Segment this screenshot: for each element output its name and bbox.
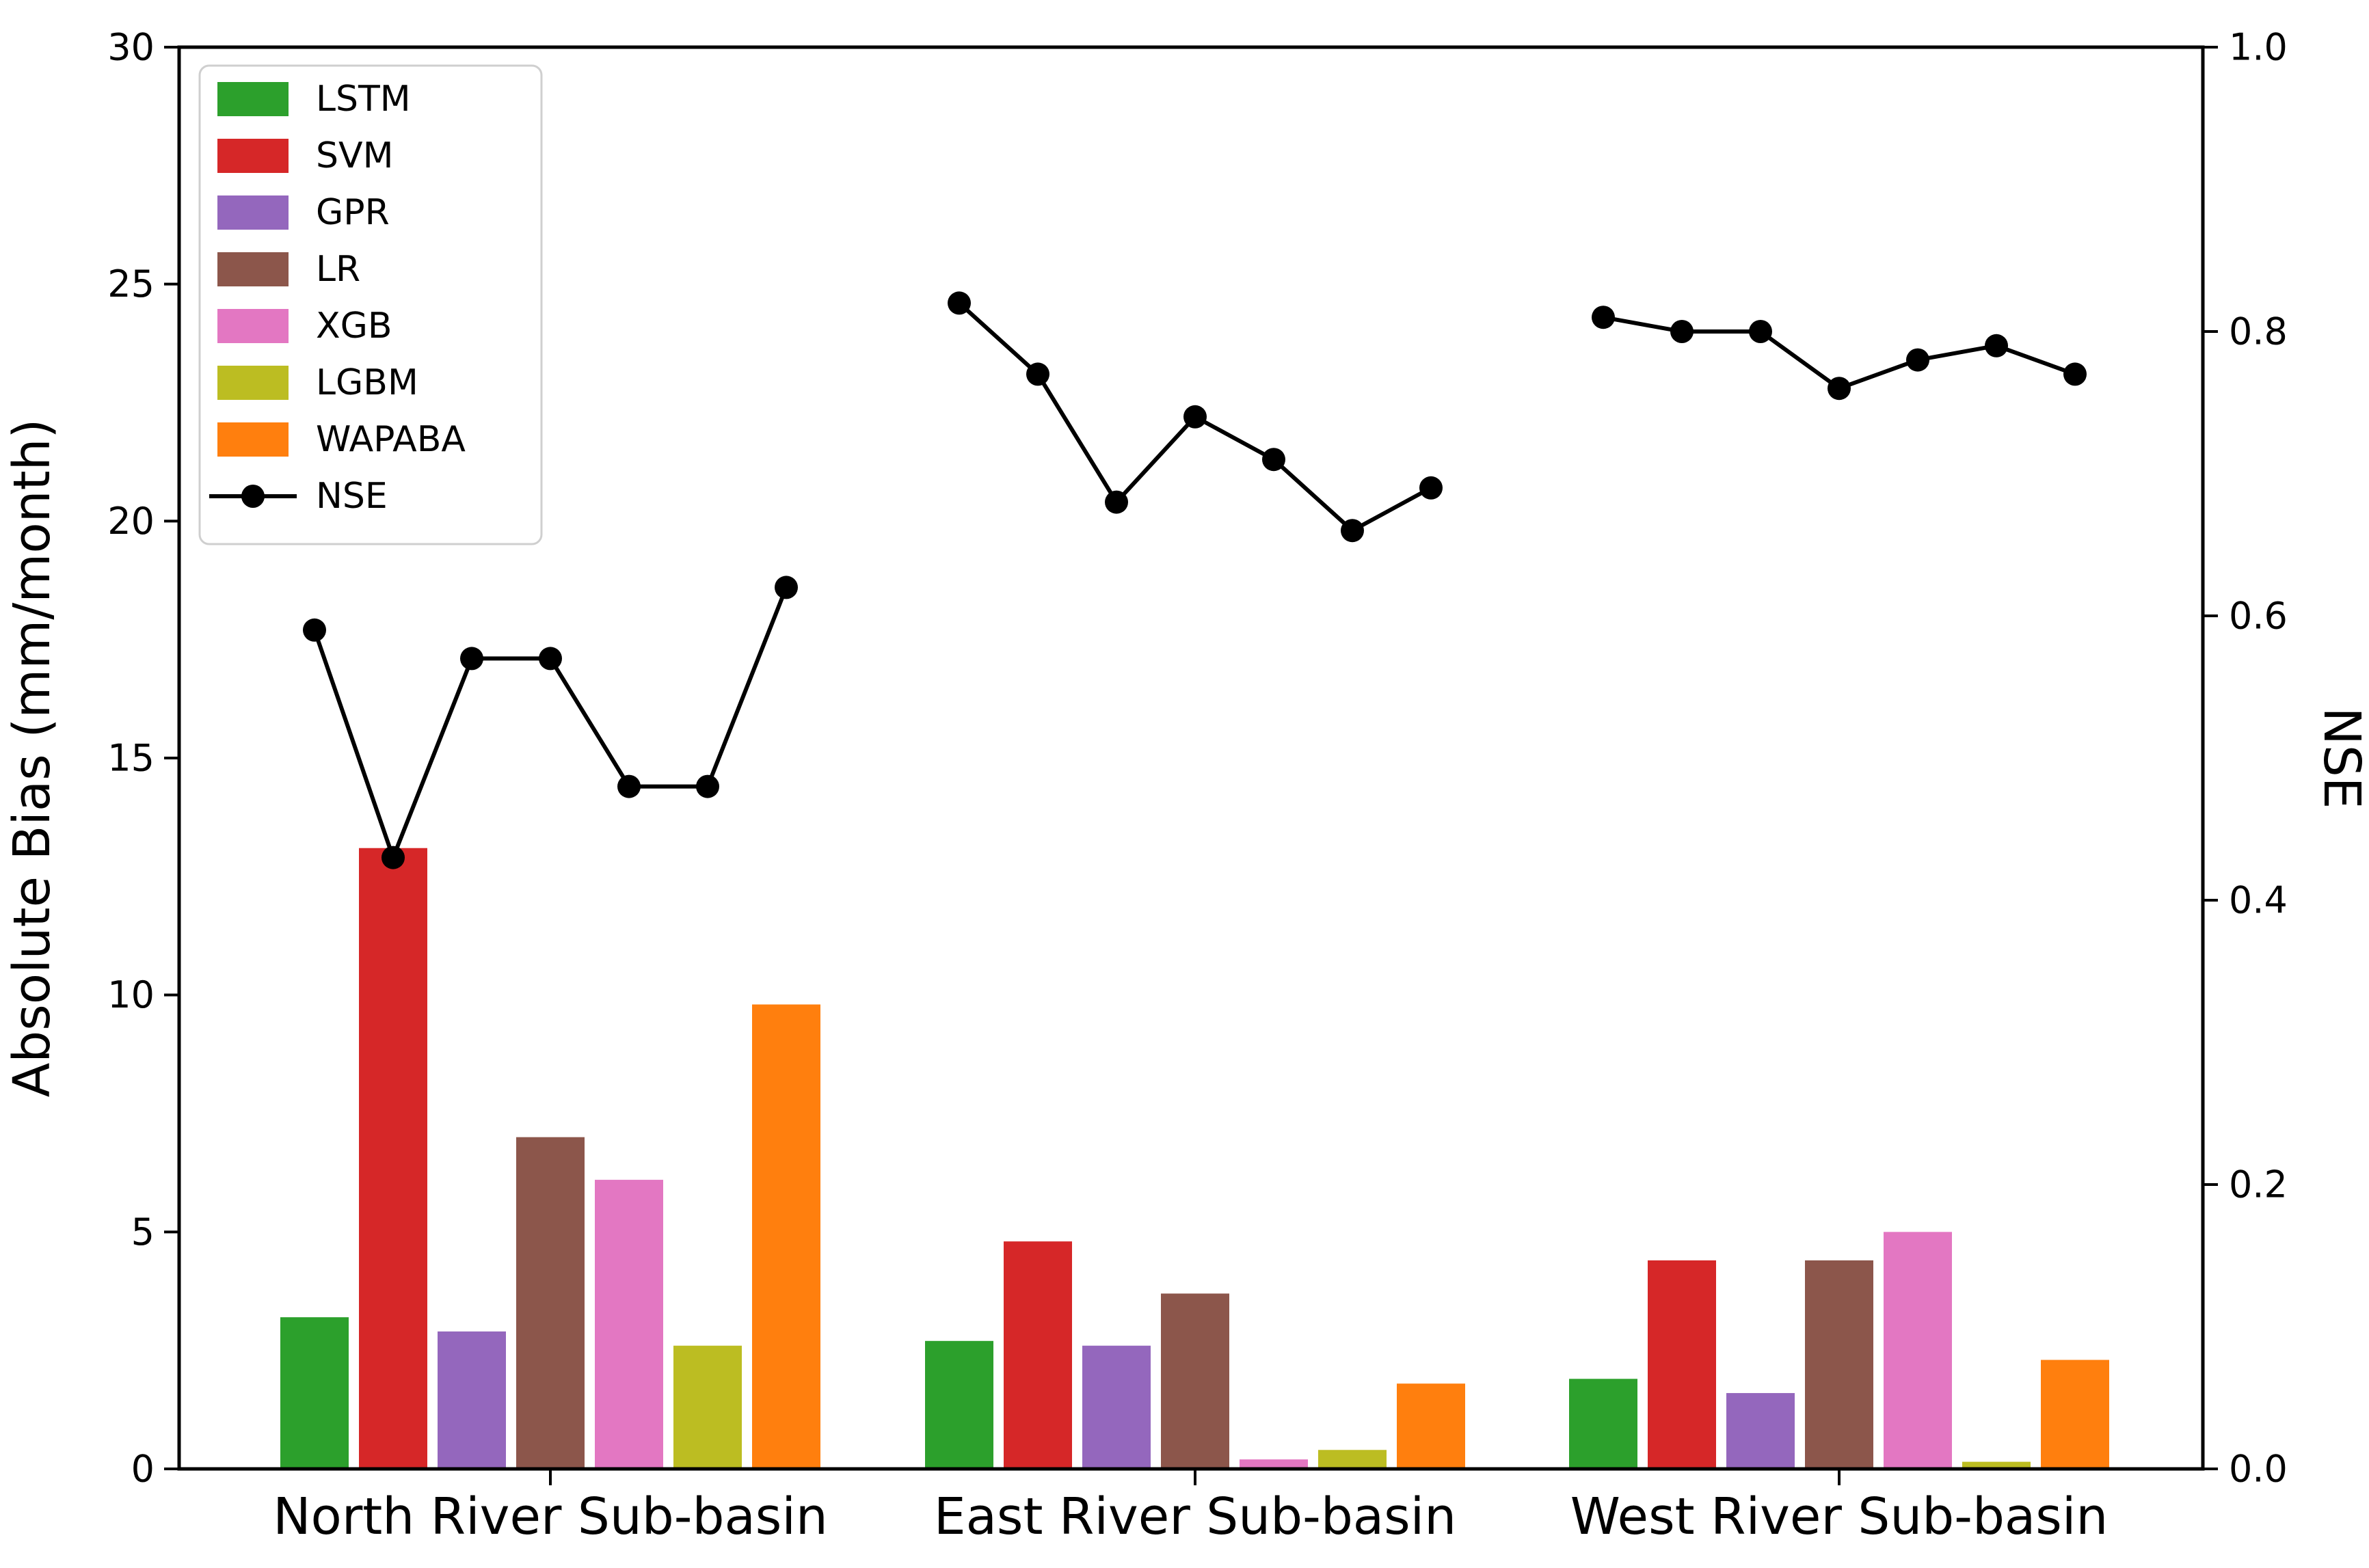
legend-label-svm: SVM <box>316 135 393 176</box>
legend-nse-marker <box>241 485 265 508</box>
legend-label-xgb: XGB <box>316 306 392 347</box>
legend-swatch-wapaba <box>217 422 289 457</box>
legend: LSTM SVM GPR LR XGB LGBM WAPABA NSE <box>198 64 543 545</box>
bar-lr-west-river-sub-basin <box>1805 1260 1873 1469</box>
right-tick-label-0.2: 0.2 <box>2229 1163 2288 1206</box>
legend-label-lr: LR <box>316 249 360 290</box>
right-axis-title: NSE <box>2312 707 2369 809</box>
nse-point-north-river-sub-basin-lgbm <box>696 774 719 798</box>
legend-item-svm: SVM <box>217 135 393 176</box>
left-tick-label-5: 5 <box>131 1211 155 1254</box>
bar-lgbm-north-river-sub-basin <box>673 1345 742 1469</box>
bar-svm-west-river-sub-basin <box>1648 1260 1716 1469</box>
bar-gpr-east-river-sub-basin <box>1082 1345 1151 1469</box>
left-tick-label-20: 20 <box>107 500 155 543</box>
legend-swatch-xgb <box>217 309 289 343</box>
nse-point-east-river-sub-basin-lgbm <box>1341 519 1364 543</box>
nse-point-west-river-sub-basin-lr <box>1828 377 1851 401</box>
legend-swatch-svm <box>217 139 289 173</box>
legend-item-gpr: GPR <box>217 192 390 233</box>
nse-point-east-river-sub-basin-lr <box>1183 405 1207 429</box>
x-axis: North River Sub-basin East River Sub-basi… <box>273 1469 2108 1546</box>
nse-point-west-river-sub-basin-lstm <box>1592 306 1615 329</box>
legend-swatch-gpr <box>217 195 289 230</box>
legend-item-lstm: LSTM <box>217 79 411 120</box>
legend-swatch-lstm <box>217 82 289 116</box>
bars-layer <box>280 848 2109 1469</box>
nse-point-north-river-sub-basin-gpr <box>460 647 483 671</box>
bar-lr-north-river-sub-basin <box>516 1137 585 1469</box>
legend-label-lstm: LSTM <box>316 79 411 120</box>
legend-swatch-lgbm <box>217 366 289 400</box>
right-tick-label-0.6: 0.6 <box>2229 595 2288 638</box>
nse-point-west-river-sub-basin-wapaba <box>2063 362 2087 386</box>
nse-point-east-river-sub-basin-xgb <box>1262 448 1285 472</box>
left-tick-label-0: 0 <box>131 1448 155 1491</box>
legend-label-wapaba: WAPABA <box>316 419 466 460</box>
right-tick-label-0.8: 0.8 <box>2229 310 2288 353</box>
right-tick-label-1.0: 1.0 <box>2229 26 2288 69</box>
left-tick-label-30: 30 <box>107 26 155 69</box>
left-tick-label-25: 25 <box>107 262 155 306</box>
right-tick-label-0.0: 0.0 <box>2229 1448 2288 1491</box>
legend-item-xgb: XGB <box>217 306 392 347</box>
nse-point-east-river-sub-basin-wapaba <box>1419 476 1443 500</box>
bar-lstm-north-river-sub-basin <box>280 1317 349 1469</box>
nse-point-west-river-sub-basin-gpr <box>1749 320 1772 343</box>
nse-point-east-river-sub-basin-svm <box>1026 362 1049 386</box>
nse-point-north-river-sub-basin-svm <box>382 846 405 869</box>
nse-point-west-river-sub-basin-xgb <box>1906 348 1929 372</box>
legend-item-nse: NSE <box>209 476 388 517</box>
bar-lgbm-west-river-sub-basin <box>1962 1461 2031 1469</box>
left-tick-label-10: 10 <box>107 973 155 1016</box>
bar-lstm-west-river-sub-basin <box>1569 1379 1637 1469</box>
bar-lstm-east-river-sub-basin <box>925 1340 993 1469</box>
right-axis: 0.0 0.2 0.4 0.6 0.8 1.0 <box>2203 26 2288 1491</box>
legend-item-lr: LR <box>217 249 360 290</box>
bar-xgb-west-river-sub-basin <box>1884 1232 1952 1469</box>
left-axis: 0 5 10 15 20 25 30 <box>107 26 179 1491</box>
legend-item-wapaba: WAPABA <box>217 419 466 460</box>
bar-xgb-east-river-sub-basin <box>1240 1459 1308 1469</box>
legend-label-nse: NSE <box>316 476 388 517</box>
nse-point-north-river-sub-basin-lr <box>539 647 562 671</box>
bar-wapaba-west-river-sub-basin <box>2041 1360 2109 1469</box>
x-category-label-west-river-sub-basin: West River Sub-basin <box>1570 1487 2109 1546</box>
nse-point-north-river-sub-basin-wapaba <box>775 576 798 599</box>
legend-label-gpr: GPR <box>316 192 390 233</box>
nse-point-north-river-sub-basin-xgb <box>617 774 641 798</box>
bar-wapaba-east-river-sub-basin <box>1397 1383 1465 1469</box>
legend-label-lgbm: LGBM <box>316 362 418 403</box>
bar-svm-north-river-sub-basin <box>359 848 427 1469</box>
bar-lgbm-east-river-sub-basin <box>1318 1450 1387 1469</box>
legend-swatch-lr <box>217 252 289 286</box>
bar-svm-east-river-sub-basin <box>1004 1241 1072 1469</box>
left-tick-label-15: 15 <box>107 737 155 780</box>
bar-gpr-west-river-sub-basin <box>1726 1393 1795 1469</box>
nse-point-east-river-sub-basin-lstm <box>948 291 971 315</box>
bar-gpr-north-river-sub-basin <box>438 1331 506 1469</box>
nse-point-west-river-sub-basin-lgbm <box>1985 334 2008 357</box>
left-axis-title: Absolute Bias (mm/month) <box>3 419 62 1098</box>
legend-item-lgbm: LGBM <box>217 362 418 403</box>
bar-lr-east-river-sub-basin <box>1161 1293 1229 1469</box>
nse-point-east-river-sub-basin-gpr <box>1105 490 1128 514</box>
nse-point-north-river-sub-basin-lstm <box>303 618 326 642</box>
bar-xgb-north-river-sub-basin <box>595 1180 663 1469</box>
x-category-label-east-river-sub-basin: East River Sub-basin <box>934 1487 1456 1546</box>
x-category-label-north-river-sub-basin: North River Sub-basin <box>273 1487 828 1546</box>
nse-line-layer <box>303 291 2087 869</box>
right-tick-label-0.4: 0.4 <box>2229 879 2288 922</box>
nse-point-west-river-sub-basin-svm <box>1670 320 1694 343</box>
bar-wapaba-north-river-sub-basin <box>752 1004 820 1469</box>
